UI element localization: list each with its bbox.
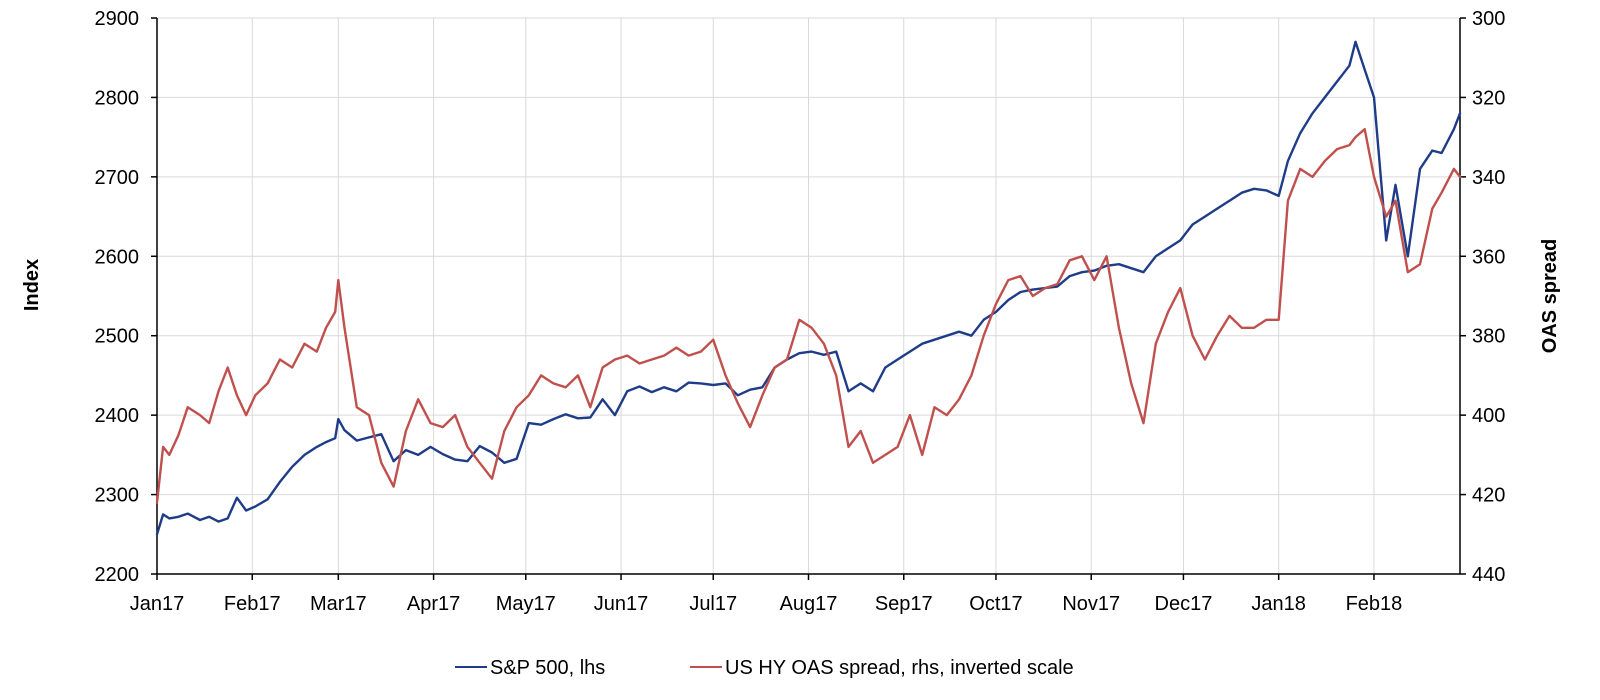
y-tick-label-right: 360: [1472, 246, 1505, 268]
x-tick-label: Jul17: [689, 593, 737, 615]
x-tick-label: Oct17: [969, 593, 1022, 615]
y-tick-label-right: 400: [1472, 405, 1505, 427]
y-tick-label-left: 2700: [95, 167, 140, 189]
y-tick-label-right: 340: [1472, 167, 1505, 189]
x-tick-label: Mar17: [310, 593, 367, 615]
x-tick-label: Feb17: [224, 593, 281, 615]
tick-labels: 2200 2300 2400 2500 2600 2700 2800 2900 300 320 34…: [95, 8, 1506, 615]
grid: [156, 17, 1460, 574]
y-tick-label-right: 440: [1472, 564, 1505, 586]
x-tick-label: Aug17: [780, 593, 838, 615]
y-tick-label-left: 2500: [95, 326, 140, 348]
y-tick-label-right: 420: [1472, 485, 1505, 507]
x-tick-label: Nov17: [1062, 593, 1120, 615]
y-tick-label-left: 2600: [95, 246, 140, 268]
x-tick-label: Jun17: [594, 593, 649, 615]
legend-label-hy-oas: US HY OAS spread, rhs, inverted scale: [725, 657, 1074, 679]
y-axis-title-right: OAS spread: [1539, 239, 1561, 353]
y-tick-label-left: 2400: [95, 405, 140, 427]
axes: [151, 17, 1466, 580]
y-tick-label-left: 2900: [95, 8, 140, 30]
x-tick-label: Feb18: [1346, 593, 1403, 615]
y-tick-label-left: 2300: [95, 485, 140, 507]
series-line-hy-oas: [155, 127, 1462, 504]
y-tick-label-right: 300: [1472, 8, 1505, 30]
y-axis-title-left: Index: [21, 259, 43, 311]
x-tick-label: Apr17: [407, 593, 460, 615]
legend-label-sp500: S&P 500, lhs: [490, 657, 605, 679]
series-line-sp500: [155, 40, 1462, 536]
x-tick-label: Dec17: [1155, 593, 1213, 615]
legend: S&P 500, lhs US HY OAS spread, rhs, inve…: [455, 657, 1074, 679]
x-tick-label: Jan18: [1251, 593, 1306, 615]
x-tick-label: Jan17: [130, 593, 185, 615]
series-lines: [155, 40, 1462, 536]
y-tick-label-right: 380: [1472, 326, 1505, 348]
x-tick-label: Sep17: [875, 593, 933, 615]
y-tick-label-left: 2200: [95, 564, 140, 586]
y-tick-label-right: 320: [1472, 87, 1505, 109]
x-tick-label: May17: [496, 593, 556, 615]
y-tick-label-left: 2800: [95, 87, 140, 109]
